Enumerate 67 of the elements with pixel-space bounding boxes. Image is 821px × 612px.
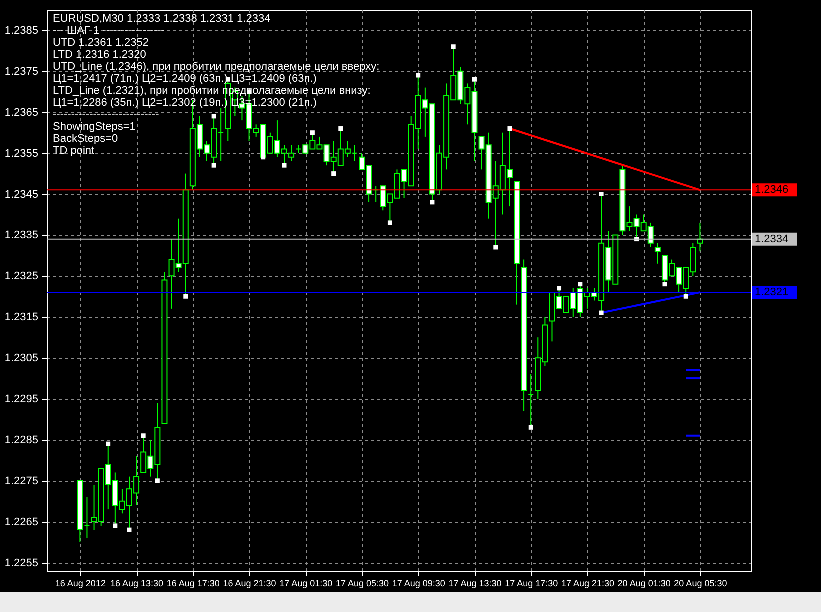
y-tick-label: 1.2385: [4, 24, 38, 37]
point: [338, 126, 344, 131]
point: [684, 294, 688, 299]
x-tick-label: 17 Aug 09:30: [392, 578, 446, 588]
y-tick-label: 1.2345: [4, 188, 38, 201]
point: [557, 286, 562, 291]
point: [528, 425, 534, 430]
point: [662, 282, 668, 287]
x-tick-label: 17 Aug 05:30: [336, 578, 390, 588]
point: [599, 192, 604, 197]
x-tick-label: 17 Aug 21:30: [561, 578, 615, 588]
y-tick-label: 1.2275: [4, 475, 38, 488]
y-tick-label: 1.2355: [4, 148, 38, 160]
x-tick-label: 20 Aug 05:30: [674, 578, 728, 588]
point: [127, 528, 132, 532]
point: [430, 200, 435, 205]
chart-title: EURUSD,M30 1.2333 1.2338 1.2331 1.2334: [53, 13, 271, 25]
x-tick-label: 17 Aug 01:30: [280, 578, 333, 588]
point: [416, 73, 421, 78]
ref-line-label: 1.2334: [755, 233, 789, 246]
x-tick-label: 17 Aug 13:30: [448, 578, 502, 588]
point: [508, 126, 512, 131]
point: [472, 77, 477, 82]
x-tick-label: 16 Aug 13:30: [110, 578, 164, 588]
point: [184, 294, 188, 299]
x-tick-label: 17 Aug 17:30: [505, 578, 558, 588]
x-tick-label: 16 Aug 17:30: [166, 578, 220, 588]
candlestick: [654, 242, 661, 264]
point: [388, 220, 392, 226]
annotation: UTD_Line (1.2346), при пробитии предполагаемые цели вверху:: [53, 61, 380, 73]
x-tick-label: 16 Aug 2012: [55, 578, 106, 588]
point: [261, 155, 266, 160]
point: [106, 442, 111, 446]
point: [332, 172, 336, 176]
y-tick-label: 1.2285: [4, 434, 38, 446]
point: [141, 434, 146, 438]
annotation: TD point: [53, 145, 95, 157]
point: [113, 524, 118, 528]
annotation: LTD 1.2316 1.2320: [53, 49, 146, 61]
y-tick-label: 1.2305: [4, 352, 38, 365]
annotation: ShowingSteps=1: [53, 121, 136, 133]
annotation: BackSteps=0: [53, 133, 118, 145]
point: [282, 163, 287, 168]
point: [451, 44, 456, 50]
point: [212, 163, 216, 168]
point: [155, 478, 160, 484]
point: [578, 282, 583, 287]
y-tick-label: 1.2315: [4, 312, 38, 324]
annotation: -----------------------------: [53, 109, 160, 121]
x-tick-label: 20 Aug 01:30: [618, 578, 671, 588]
point: [212, 114, 216, 119]
y-tick-label: 1.2265: [4, 516, 38, 528]
annotation: --- ШАГ 1 -----------------: [53, 25, 166, 37]
annotation: UTD 1.2361 1.2352: [53, 37, 150, 49]
y-tick-label: 1.2255: [4, 557, 38, 570]
point: [599, 310, 604, 316]
y-tick-label: 1.2375: [4, 66, 38, 78]
point: [494, 245, 498, 250]
y-tick-label: 1.2335: [4, 230, 38, 242]
y-tick-label: 1.2325: [4, 270, 38, 283]
point: [310, 130, 315, 136]
x-tick-label: 16 Aug 21:30: [223, 578, 276, 588]
ref-line-label: 1.2346: [755, 184, 789, 196]
y-tick-label: 1.2295: [4, 394, 38, 406]
ref-line-label: 1.2321: [755, 286, 789, 299]
y-tick-label: 1.2365: [4, 106, 38, 119]
candlestick: [528, 374, 534, 428]
